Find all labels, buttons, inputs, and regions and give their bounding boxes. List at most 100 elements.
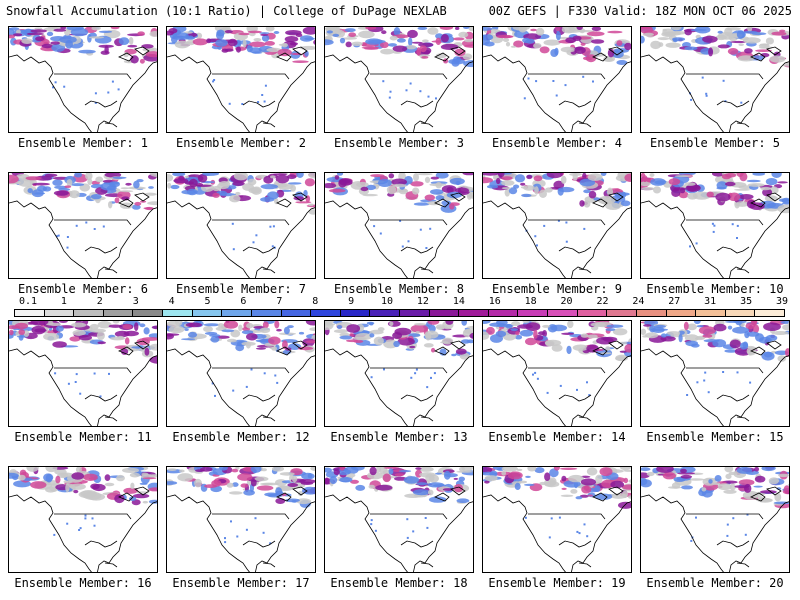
ensemble-member-label: Ensemble Member: 6 <box>17 282 149 296</box>
colorbar-tick-label: 1 <box>60 296 67 307</box>
colorbar-swatch <box>280 309 312 317</box>
snowfall-map <box>325 173 473 278</box>
snowfall-overlay <box>641 467 789 542</box>
snowfall-map <box>167 173 315 278</box>
colorbar-tick-label: 14 <box>452 296 465 307</box>
ensemble-panel-14 <box>482 320 632 427</box>
snowfall-overlay <box>325 467 473 539</box>
coastline <box>9 340 157 426</box>
colorbar-tick-label: 6 <box>240 296 247 307</box>
ensemble-member-label: Ensemble Member: 16 <box>14 576 152 590</box>
snowfall-overlay <box>9 173 157 249</box>
colorbar-tick-label: 31 <box>704 296 717 307</box>
ensemble-panel-9 <box>482 172 632 279</box>
colorbar-swatch <box>43 309 75 317</box>
colorbar-tick-label: 4 <box>168 296 175 307</box>
snowfall-overlay <box>483 173 631 247</box>
ensemble-member-label: Ensemble Member: 2 <box>175 136 307 150</box>
coastline <box>325 192 473 278</box>
colorbar-tick-label: 8 <box>312 296 319 307</box>
colorbar-swatch <box>428 309 460 317</box>
coastline <box>641 192 789 278</box>
colorbar-tick-label: 10 <box>381 296 394 307</box>
colorbar-tick-label: 0.1 <box>18 296 38 307</box>
coastline <box>167 46 315 132</box>
coastline <box>641 486 789 572</box>
colorbar-swatch <box>547 309 578 317</box>
coastline <box>167 486 315 572</box>
colorbar-tick-label: 3 <box>132 296 139 307</box>
colorbar-tick-label: 24 <box>632 296 645 307</box>
colorbar-tick-label: 5 <box>204 296 211 307</box>
ensemble-panel-13 <box>324 320 474 427</box>
colorbar-tick-label: 16 <box>488 296 501 307</box>
ensemble-member-label: Ensemble Member: 13 <box>330 430 468 444</box>
coastline <box>483 192 631 278</box>
snowfall-overlay <box>167 173 315 251</box>
snowfall-map <box>167 321 315 426</box>
snowfall-map <box>641 27 789 132</box>
colorbar-swatch <box>665 309 697 317</box>
snowfall-map <box>483 321 631 426</box>
ensemble-member-label: Ensemble Member: 9 <box>491 282 623 296</box>
colorbar-swatch <box>191 309 223 317</box>
colorbar-swatch <box>14 309 45 317</box>
coastline <box>325 46 473 132</box>
colorbar-swatch <box>635 309 667 317</box>
snowfall-overlay <box>167 27 315 105</box>
ensemble-panel-20 <box>640 466 790 573</box>
colorbar-swatch <box>162 309 193 317</box>
colorbar-swatch <box>458 309 489 317</box>
coastline <box>483 486 631 572</box>
coastline <box>9 192 157 278</box>
snowfall-map <box>325 467 473 572</box>
snowfall-overlay <box>9 27 157 104</box>
colorbar-tick-label: 39 <box>775 296 789 307</box>
ensemble-panel-8 <box>324 172 474 279</box>
colorbar-swatch <box>487 309 519 317</box>
colorbar-swatch <box>250 309 282 317</box>
colorbar-swatch <box>310 309 341 317</box>
title-left: Snowfall Accumulation (10:1 Ratio) | Col… <box>6 4 447 18</box>
colorbar-tick-label: 27 <box>668 296 681 307</box>
ensemble-member-label: Ensemble Member: 3 <box>333 136 465 150</box>
colorbar-tick-label: 22 <box>596 296 609 307</box>
snowfall-map <box>167 27 315 132</box>
ensemble-member-label: Ensemble Member: 18 <box>330 576 468 590</box>
coastline <box>9 46 157 132</box>
ensemble-member-label: Ensemble Member: 7 <box>175 282 307 296</box>
snowfall-overlay <box>483 27 631 100</box>
colorbar-swatch <box>73 309 104 317</box>
snowfall-map <box>9 467 157 572</box>
coastline <box>325 486 473 572</box>
snowfall-overlay <box>641 173 789 248</box>
ensemble-member-label: Ensemble Member: 4 <box>491 136 623 150</box>
title-right: 00Z GEFS | F330 Valid: 18Z MON OCT 06 20… <box>488 4 792 18</box>
coastline <box>167 192 315 278</box>
ensemble-panel-15 <box>640 320 790 427</box>
colorbar-swatch <box>339 309 371 317</box>
colorbar-swatch <box>754 309 785 317</box>
ensemble-member-label: Ensemble Member: 5 <box>649 136 781 150</box>
ensemble-member-label: Ensemble Member: 14 <box>488 430 626 444</box>
snowfall-map <box>483 467 631 572</box>
colorbar-swatch <box>724 309 756 317</box>
snowfall-map <box>167 467 315 572</box>
coastline <box>167 340 315 426</box>
ensemble-panel-5 <box>640 26 790 133</box>
ensemble-member-label: Ensemble Member: 8 <box>333 282 465 296</box>
colorbar-tick-label: 9 <box>348 296 355 307</box>
snowfall-map <box>9 173 157 278</box>
colorbar-swatch <box>132 309 164 317</box>
ensemble-panel-4 <box>482 26 632 133</box>
ensemble-panel-10 <box>640 172 790 279</box>
ensemble-panel-17 <box>166 466 316 573</box>
ensemble-member-label: Ensemble Member: 17 <box>172 576 310 590</box>
snowfall-overlay <box>9 321 157 398</box>
snowfall-overlay <box>325 173 473 249</box>
colorbar-swatch <box>695 309 726 317</box>
coastline <box>483 46 631 132</box>
ensemble-panel-2 <box>166 26 316 133</box>
ensemble-panel-7 <box>166 172 316 279</box>
colorbar-tick-label: 20 <box>560 296 573 307</box>
